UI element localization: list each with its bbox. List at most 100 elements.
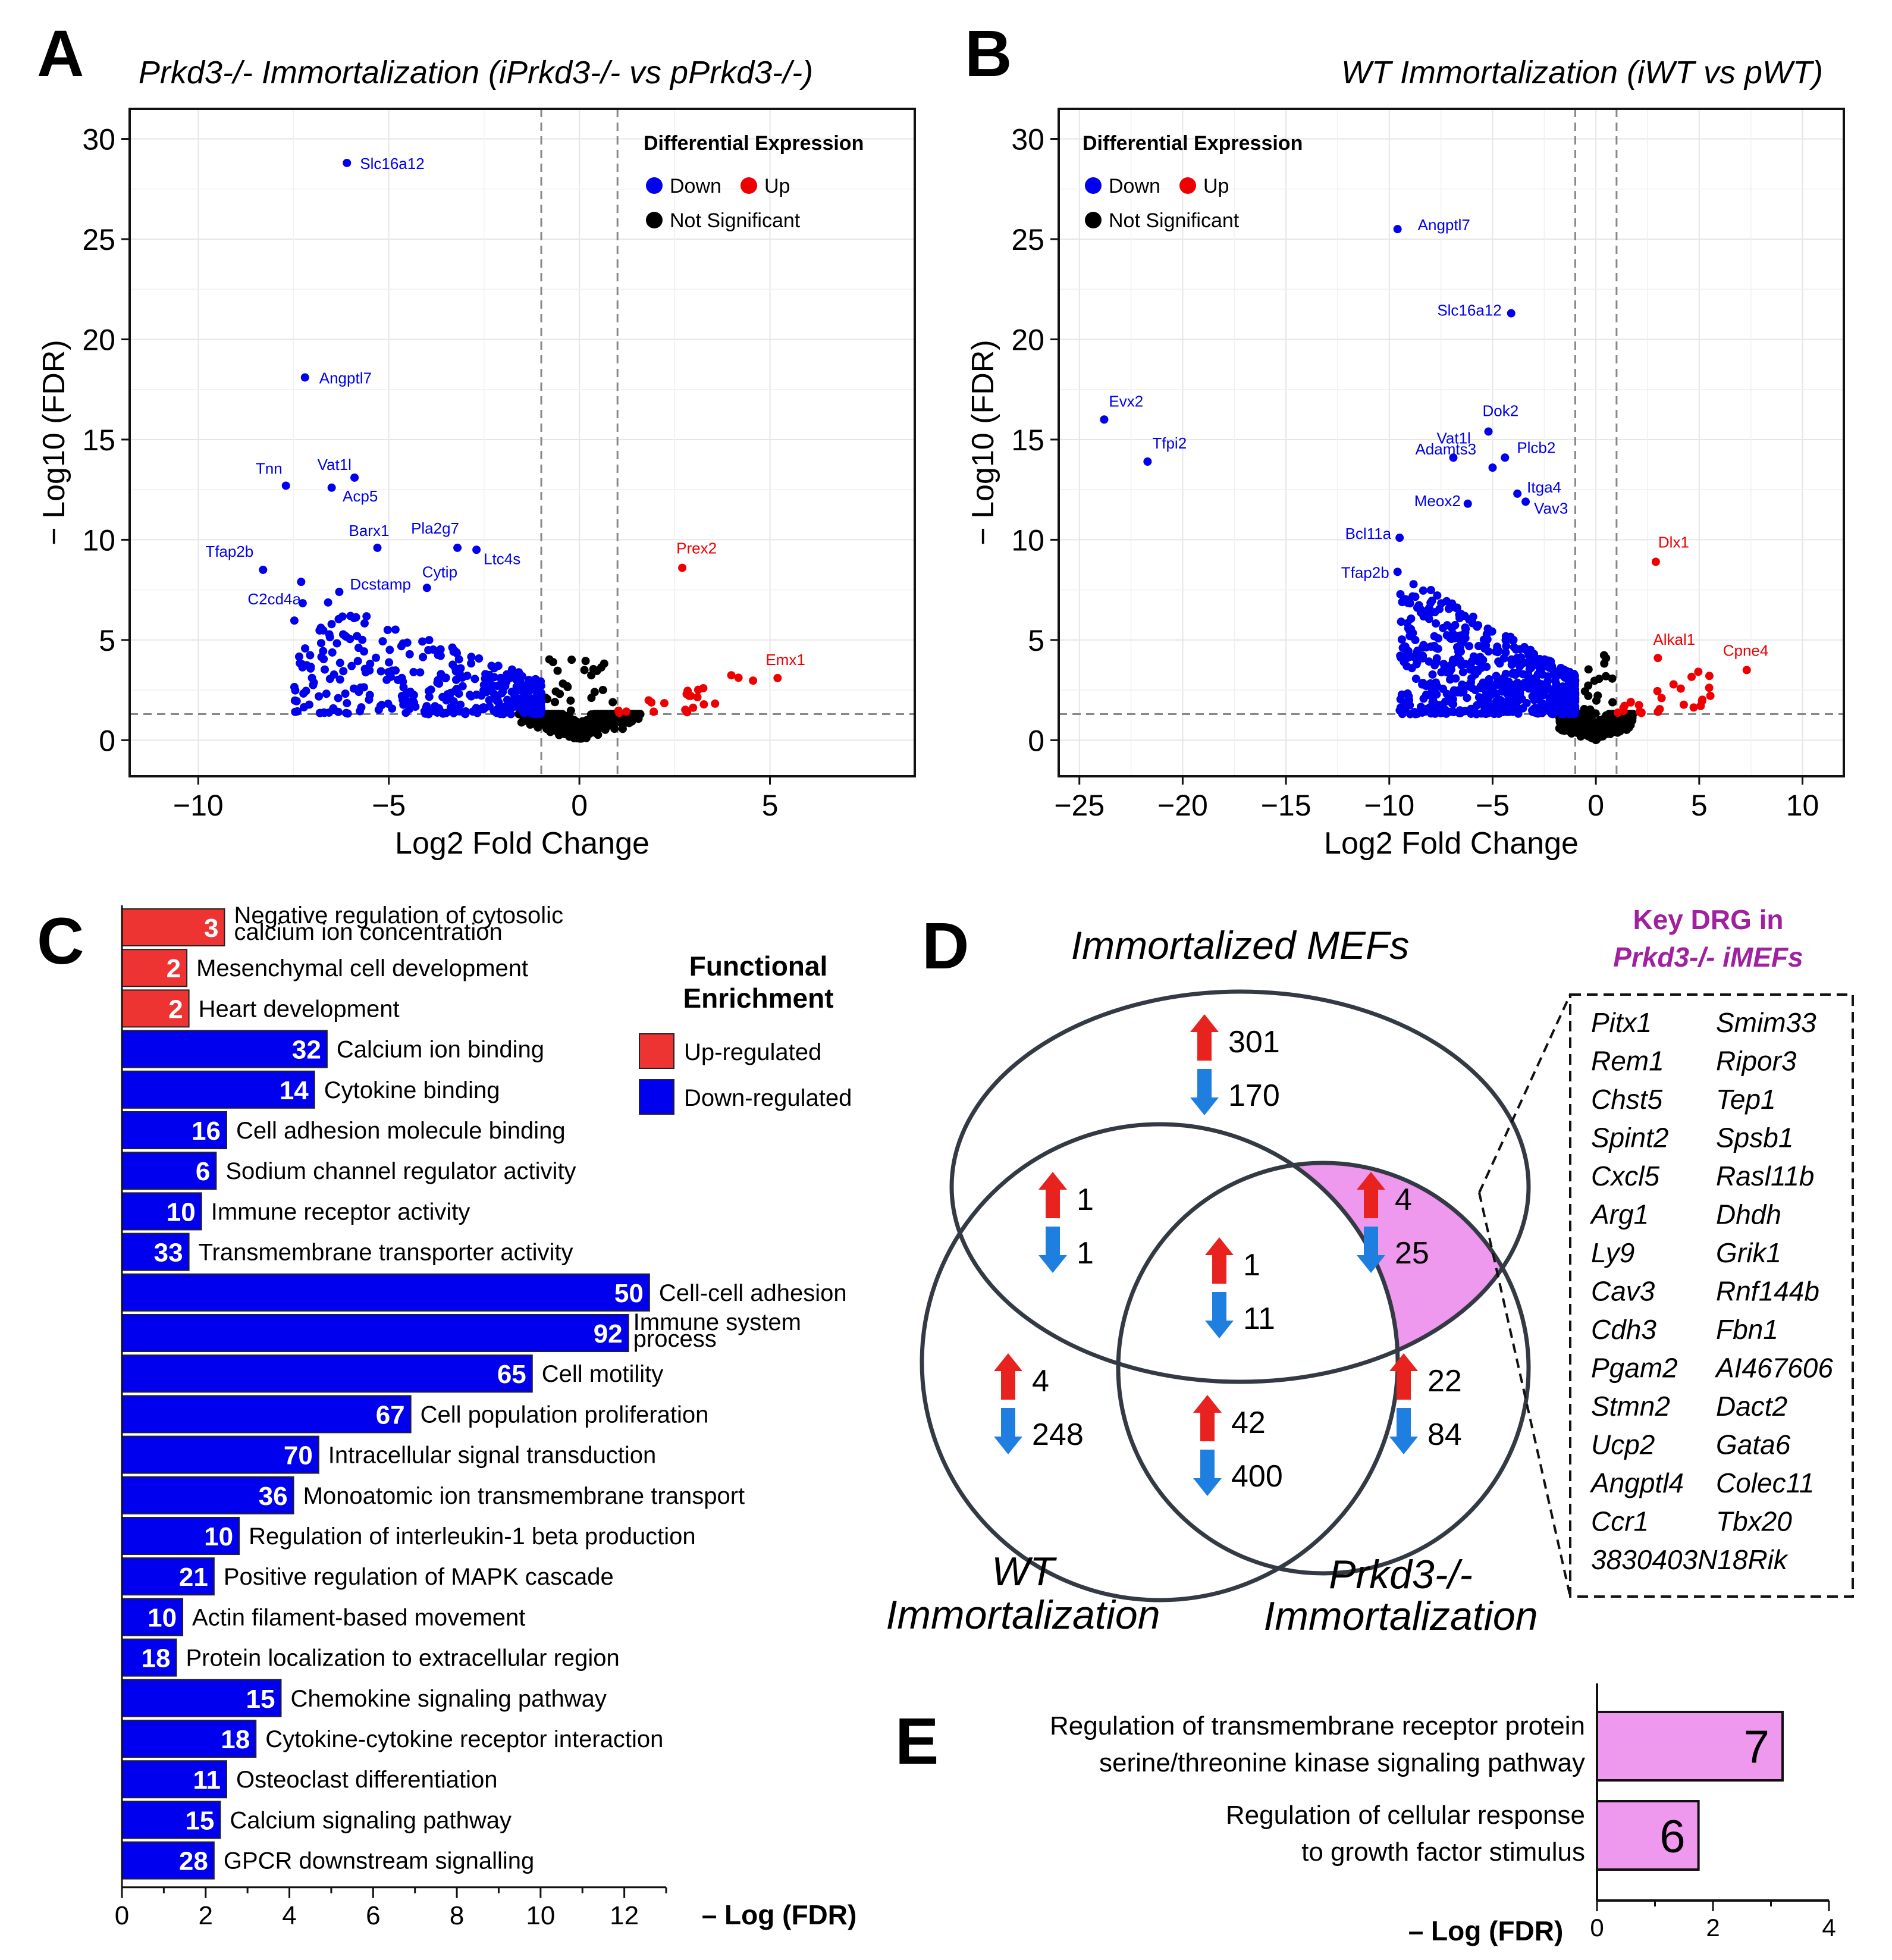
- bar-term: GPCR downstream signalling: [224, 1848, 534, 1874]
- data-point: [1637, 708, 1646, 717]
- data-point: [699, 683, 708, 692]
- x-tick-label: −10: [1364, 789, 1414, 822]
- data-point: [559, 719, 568, 727]
- venn-count-up-imm_wt: 1: [1077, 1183, 1094, 1217]
- data-point: [437, 670, 445, 679]
- x-tick-label: −25: [1054, 789, 1105, 822]
- data-point: [1580, 705, 1589, 714]
- x-tick-label: −10: [173, 789, 224, 822]
- data-point: [382, 675, 391, 684]
- bar-term: Cytokine binding: [324, 1077, 500, 1103]
- legend-label-up: Up: [764, 175, 790, 197]
- panel-letter-e: E: [895, 1705, 939, 1778]
- bar-count: 65: [497, 1360, 526, 1389]
- data-point: [1532, 705, 1540, 714]
- labeled-point-dlx1: [1651, 557, 1660, 566]
- venn-label-wt-line2: Immortalization: [886, 1592, 1160, 1638]
- drg-gene: Cdh3: [1591, 1314, 1656, 1345]
- data-point: [1538, 699, 1547, 708]
- gene-label-vat1l: Vat1l: [318, 456, 352, 473]
- data-point: [1474, 642, 1483, 651]
- data-point: [298, 599, 307, 608]
- data-point: [1463, 694, 1471, 703]
- callout-line-bottom: [1478, 1192, 1571, 1597]
- bar-term: Transmembrane transporter activity: [199, 1240, 573, 1266]
- labeled-point-prex2: [678, 563, 687, 572]
- data-point: [1447, 665, 1455, 674]
- data-point: [308, 673, 316, 682]
- data-point: [319, 647, 328, 656]
- data-point: [1465, 642, 1474, 651]
- data-point: [1482, 663, 1491, 672]
- data-point: [1552, 702, 1561, 711]
- up-arrow-icon: [1357, 1172, 1385, 1218]
- data-point: [353, 657, 362, 666]
- data-point: [335, 658, 344, 667]
- gene-label-dok2: Dok2: [1483, 402, 1519, 419]
- bar-count: 36: [259, 1482, 288, 1511]
- plot-background: [130, 109, 915, 776]
- data-point: [434, 651, 443, 660]
- venn-count-up-wt_ko: 42: [1231, 1406, 1266, 1440]
- bar: [1596, 1800, 1700, 1871]
- data-point: [1425, 610, 1433, 619]
- data-point: [711, 699, 720, 708]
- data-point: [1543, 677, 1552, 686]
- data-point: [341, 689, 350, 698]
- data-point: [1429, 696, 1438, 705]
- x-tick-label: 6: [366, 1901, 380, 1930]
- data-point: [343, 699, 352, 708]
- data-point: [492, 697, 501, 705]
- data-point: [1457, 647, 1466, 656]
- data-point: [1483, 624, 1492, 633]
- y-tick-label: 25: [1011, 223, 1044, 256]
- data-point: [568, 729, 577, 738]
- up-arrow-icon: [994, 1353, 1022, 1400]
- data-point: [399, 700, 408, 709]
- data-point: [456, 700, 465, 709]
- bar-term-line1: Negative regulation of cytosolic: [234, 902, 563, 929]
- data-point: [1439, 660, 1448, 669]
- data-point: [497, 677, 506, 686]
- data-point: [332, 639, 341, 648]
- data-point: [749, 676, 758, 685]
- data-point: [1422, 690, 1430, 699]
- labeled-point-angptl7: [1393, 225, 1402, 234]
- labeled-point-adamts3: [1488, 463, 1497, 472]
- data-point: [1495, 659, 1504, 668]
- data-point: [580, 666, 589, 675]
- labeled-point-pla2g7: [453, 543, 462, 552]
- enrichment-legend-title-line1: Functional: [689, 951, 828, 981]
- x-axis-label: – Log (FDR): [1408, 1915, 1564, 1946]
- data-point: [401, 708, 410, 717]
- data-point: [292, 697, 301, 705]
- data-point: [1595, 675, 1604, 683]
- data-point: [497, 689, 506, 698]
- key-drg-box: [1569, 993, 1854, 1598]
- plot-frame: [1058, 108, 1845, 777]
- data-point: [517, 718, 526, 727]
- data-point: [1473, 667, 1482, 676]
- data-point: [587, 694, 596, 703]
- venn-label-prkd3-line2: Immortalization: [1263, 1594, 1538, 1639]
- bar-count: 6: [1659, 1810, 1685, 1862]
- data-point: [1476, 653, 1485, 661]
- y-tick-label: 5: [1028, 624, 1044, 657]
- bar-term: Positive regulation of MAPK cascade: [224, 1564, 614, 1590]
- labeled-point-bcl11a: [1395, 534, 1404, 542]
- data-point: [408, 696, 417, 705]
- data-point: [685, 691, 694, 700]
- data-point: [405, 650, 414, 658]
- bar-count: 92: [594, 1319, 623, 1349]
- drg-gene: Colec11: [1716, 1467, 1814, 1498]
- bar: [121, 1273, 650, 1312]
- gene-label-emx1: Emx1: [765, 651, 805, 669]
- bar-term: Sodium channel regulator activity: [225, 1158, 576, 1184]
- data-point: [462, 707, 470, 716]
- data-point: [1592, 696, 1601, 705]
- drg-gene: Angptl4: [1589, 1467, 1684, 1498]
- data-point: [309, 680, 318, 689]
- y-tick-label: 20: [82, 323, 115, 356]
- data-point: [1398, 644, 1407, 653]
